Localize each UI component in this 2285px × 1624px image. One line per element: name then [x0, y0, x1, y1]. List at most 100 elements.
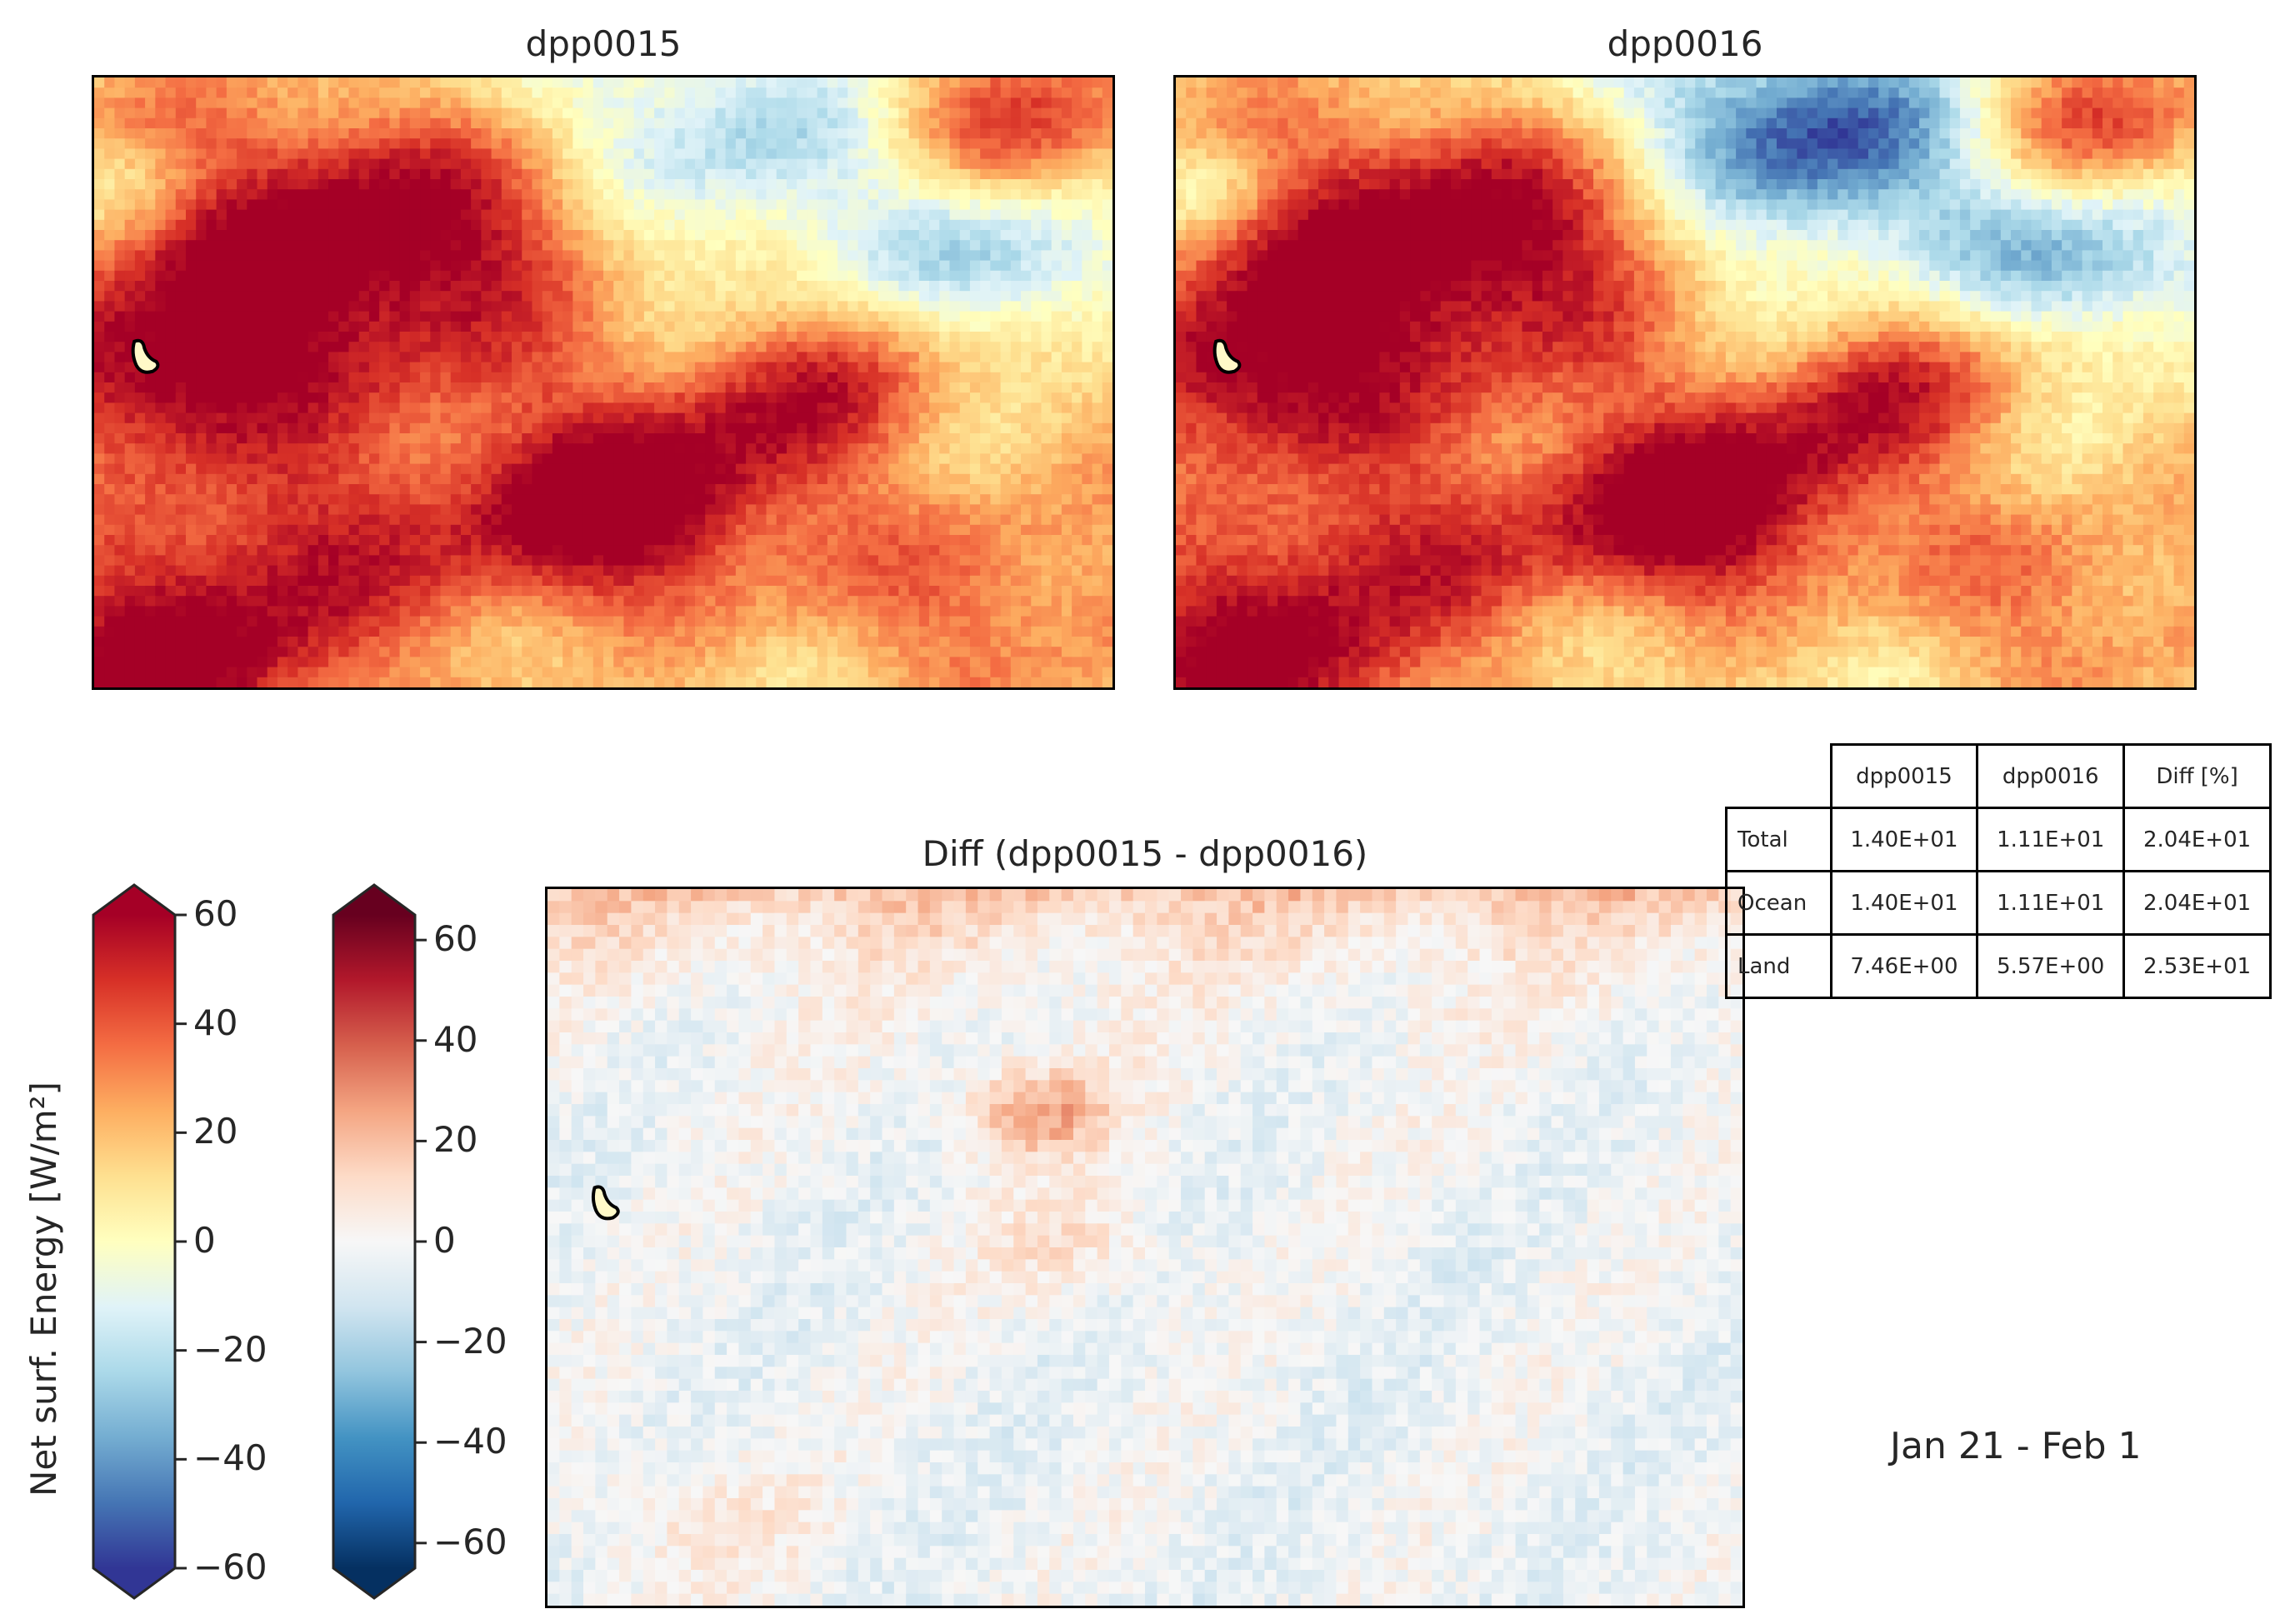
heatmap-cell [888, 362, 899, 373]
heatmap-cell [277, 107, 288, 119]
heatmap-cell [572, 484, 584, 495]
heatmap-cell [512, 494, 522, 505]
heatmap-cell [175, 433, 187, 444]
heatmap-cell [776, 494, 788, 505]
heatmap-cell [705, 565, 717, 577]
heatmap-cell [980, 158, 991, 170]
heatmap-cell [1102, 484, 1112, 495]
heatmap-cell [603, 158, 614, 170]
heatmap-cell [145, 189, 156, 200]
heatmap-cell [1010, 433, 1022, 444]
heatmap-cell [674, 484, 686, 495]
heatmap-cell [613, 209, 625, 221]
heatmap-cell [124, 484, 136, 495]
heatmap-cell [715, 148, 727, 160]
heatmap-cell [1051, 260, 1062, 272]
heatmap-cell [643, 555, 655, 567]
heatmap-cell [633, 463, 645, 475]
heatmap-cell [582, 453, 594, 465]
heatmap-cell [582, 362, 594, 373]
heatmap-cell [1000, 433, 1012, 444]
heatmap-cell [196, 402, 208, 414]
heatmap-cell [409, 77, 421, 88]
heatmap-cell [124, 473, 136, 485]
heatmap-cell [430, 87, 442, 98]
heatmap-cell [94, 484, 105, 495]
heatmap-cell [1000, 209, 1012, 221]
heatmap-cell [939, 179, 951, 190]
heatmap-cell [592, 362, 604, 373]
heatmap-cell [918, 219, 930, 231]
heatmap-cell [155, 77, 167, 88]
heatmap-cell [196, 138, 208, 149]
heatmap-cell [257, 179, 268, 190]
heatmap-cell [1092, 555, 1103, 567]
heatmap-cell [552, 189, 563, 200]
heatmap-cell [522, 230, 533, 241]
heatmap-cell [358, 179, 370, 190]
heatmap-cell [1041, 107, 1052, 119]
heatmap-cell [603, 168, 614, 180]
heatmap-cell [512, 168, 522, 180]
heatmap-cell [298, 219, 309, 231]
heatmap-cell [399, 219, 411, 231]
heatmap-cell [389, 148, 401, 160]
heatmap-cell [522, 87, 533, 98]
heatmap-cell [613, 504, 625, 516]
heatmap-cell [226, 342, 238, 352]
heatmap-cell [929, 301, 940, 312]
heatmap-cell [776, 291, 788, 302]
heatmap-cell [512, 321, 522, 332]
heatmap-cell [990, 311, 1002, 322]
heatmap-cell [185, 281, 197, 292]
heatmap-cell [409, 250, 421, 262]
heatmap-cell [918, 291, 930, 302]
heatmap-cell [338, 250, 350, 262]
heatmap-cell [542, 148, 553, 160]
heatmap-cell [664, 473, 676, 485]
heatmap-cell [908, 209, 920, 221]
heatmap-cell [735, 535, 747, 546]
heatmap-cell [358, 148, 370, 160]
heatmap-cell [298, 453, 309, 465]
heatmap-cell [858, 514, 869, 526]
heatmap-cell [542, 535, 553, 546]
heatmap-cell [562, 107, 573, 119]
heatmap-cell [654, 179, 665, 190]
heatmap-cell [1021, 311, 1032, 322]
heatmap-cell [1082, 189, 1093, 200]
heatmap-cell [817, 372, 828, 383]
heatmap-cell [104, 342, 116, 352]
heatmap-cell [460, 148, 472, 160]
heatmap-cell [348, 168, 360, 180]
heatmap-cell [501, 535, 512, 546]
heatmap-cell [582, 555, 594, 567]
heatmap-cell [145, 250, 156, 262]
heatmap-cell [582, 524, 594, 536]
heatmap-cell [247, 87, 258, 98]
heatmap-cell [318, 484, 329, 495]
heatmap-cell [827, 555, 838, 567]
heatmap-cell [603, 473, 614, 485]
heatmap-cell [1031, 362, 1042, 373]
heatmap-cell [562, 240, 573, 251]
heatmap-cell [1082, 97, 1093, 109]
heatmap-cell [592, 301, 604, 312]
heatmap-cell [827, 240, 838, 251]
heatmap-cell [368, 77, 380, 88]
heatmap-cell [196, 422, 208, 434]
heatmap-cell [450, 453, 462, 465]
heatmap-cell [643, 87, 655, 98]
heatmap-cell [1000, 219, 1012, 231]
heatmap-cell [725, 138, 737, 149]
heatmap-cell [766, 260, 778, 272]
heatmap-cell [878, 179, 889, 190]
heatmap-cell [512, 535, 522, 546]
heatmap-cell [623, 77, 635, 88]
heatmap-cell [450, 219, 462, 231]
heatmap-cell [460, 332, 472, 342]
heatmap-cell [379, 240, 390, 251]
heatmap-cell [206, 301, 218, 312]
heatmap-cell [368, 87, 380, 98]
heatmap-cell [817, 240, 828, 251]
